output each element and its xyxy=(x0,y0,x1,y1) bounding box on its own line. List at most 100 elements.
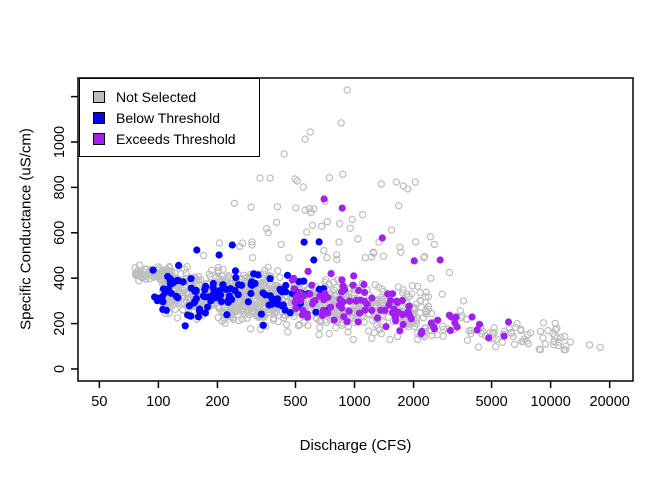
data-point xyxy=(325,329,333,338)
data-point xyxy=(332,284,341,292)
data-point xyxy=(201,286,209,294)
data-point xyxy=(438,322,447,330)
data-point xyxy=(152,272,160,280)
data-point xyxy=(500,332,508,340)
data-point xyxy=(391,314,399,322)
data-point xyxy=(446,326,454,335)
data-point xyxy=(217,298,226,306)
data-point xyxy=(439,325,448,334)
data-point xyxy=(392,178,400,186)
data-point xyxy=(360,280,368,289)
data-point xyxy=(212,294,220,302)
data-point xyxy=(504,318,513,326)
legend-label-below-threshold: Below Threshold xyxy=(116,109,221,126)
data-point xyxy=(320,195,328,203)
data-point xyxy=(343,86,351,94)
data-point xyxy=(549,329,557,338)
data-point xyxy=(322,276,330,284)
data-point xyxy=(369,248,378,256)
data-point xyxy=(539,334,547,342)
data-point xyxy=(214,313,222,322)
data-point xyxy=(553,324,561,332)
x-axis-tick-label: 20000 xyxy=(590,394,630,410)
data-point xyxy=(399,311,407,319)
data-point xyxy=(426,232,435,241)
data-point xyxy=(452,313,460,321)
data-point xyxy=(266,275,274,283)
data-point xyxy=(236,242,244,251)
data-point xyxy=(196,305,204,313)
y-axis-tick-label: 0 xyxy=(52,365,68,373)
data-point xyxy=(132,271,140,279)
data-point xyxy=(293,177,301,185)
data-point xyxy=(396,243,404,251)
data-point xyxy=(378,295,387,304)
data-point xyxy=(209,284,217,292)
data-point xyxy=(555,338,563,346)
data-point xyxy=(350,272,358,280)
data-point xyxy=(248,238,256,246)
data-point xyxy=(248,278,256,286)
data-point xyxy=(510,340,519,348)
data-point xyxy=(288,276,296,284)
data-point xyxy=(320,246,328,255)
data-point xyxy=(408,282,417,290)
data-point xyxy=(135,261,144,269)
legend-item-not-selected: Not Selected xyxy=(93,89,259,105)
data-point xyxy=(259,321,267,329)
data-point xyxy=(386,335,394,344)
data-point xyxy=(438,290,446,298)
data-point xyxy=(491,343,500,351)
data-point xyxy=(417,303,425,311)
data-point xyxy=(498,338,506,346)
data-point xyxy=(263,224,271,233)
data-point xyxy=(421,298,430,307)
data-point xyxy=(305,204,314,213)
data-point xyxy=(256,174,264,182)
data-point xyxy=(159,298,167,306)
data-point xyxy=(336,295,344,303)
x-axis-tick-label: 1000 xyxy=(338,394,370,410)
data-point xyxy=(273,296,281,305)
data-point xyxy=(244,307,253,315)
data-point xyxy=(278,302,286,310)
data-point xyxy=(473,326,481,334)
data-point xyxy=(419,314,428,322)
data-point xyxy=(298,311,306,319)
data-point xyxy=(412,238,420,246)
data-point xyxy=(467,329,475,338)
data-point xyxy=(428,331,436,340)
data-point xyxy=(316,323,324,332)
data-point xyxy=(399,182,407,190)
data-point xyxy=(561,332,569,341)
data-point xyxy=(492,335,501,343)
data-point xyxy=(229,305,237,314)
data-point xyxy=(562,342,570,350)
data-point xyxy=(346,224,354,232)
data-point xyxy=(151,293,159,301)
data-point xyxy=(509,332,517,341)
data-point xyxy=(232,274,240,282)
data-point xyxy=(236,300,244,308)
data-point xyxy=(232,301,241,309)
data-point xyxy=(169,279,177,287)
data-point xyxy=(301,135,309,143)
data-point xyxy=(235,281,243,289)
data-point xyxy=(551,319,560,328)
legend-label-exceeds-threshold: Exceeds Threshold xyxy=(116,130,236,147)
data-point xyxy=(223,311,231,319)
data-point xyxy=(333,255,341,264)
data-point xyxy=(561,346,570,354)
data-point xyxy=(280,150,288,158)
data-point xyxy=(159,305,167,313)
data-point xyxy=(346,297,354,305)
data-point xyxy=(219,281,227,289)
data-point xyxy=(513,319,521,328)
data-point xyxy=(214,263,223,272)
data-point xyxy=(272,218,281,227)
data-point xyxy=(393,332,402,341)
data-point xyxy=(250,270,258,278)
data-point xyxy=(474,343,483,351)
data-point xyxy=(399,320,407,329)
